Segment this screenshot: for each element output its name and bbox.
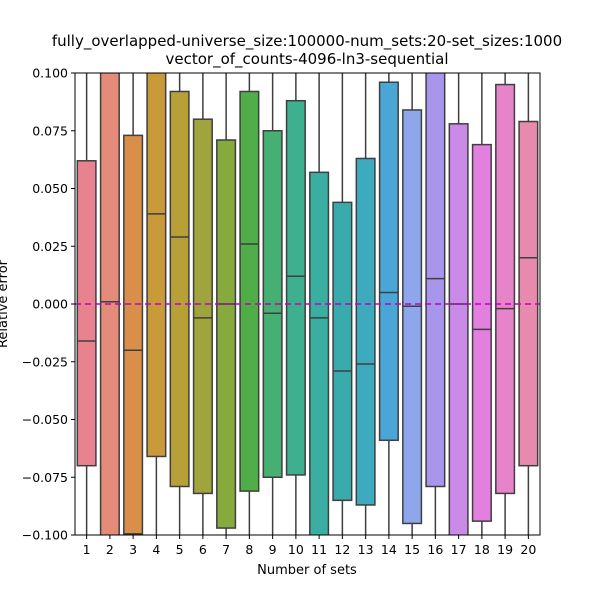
- y-tick-label: −0.025: [22, 354, 68, 369]
- x-tick-label: 2: [106, 542, 114, 557]
- x-tick-label: 8: [245, 542, 253, 557]
- y-tick-label: 0.025: [32, 239, 68, 254]
- box-11: [309, 171, 330, 535]
- x-axis: 1 2 3 4 5 6 7 8 9 10 11 12 13 14 15 16 17 18 19 20: [83, 535, 536, 557]
- x-tick-label: 19: [497, 542, 513, 557]
- x-tick-label: 16: [427, 542, 443, 557]
- box-15: [402, 109, 423, 525]
- x-tick-label: 10: [288, 542, 304, 557]
- x-tick-label: 9: [269, 542, 277, 557]
- box-4: [146, 73, 167, 458]
- x-tick-label: 1: [83, 542, 91, 557]
- box-1: [76, 160, 97, 467]
- box-3: [123, 134, 144, 535]
- y-tick-label: 0.100: [32, 66, 68, 81]
- x-tick-label: 4: [152, 542, 160, 557]
- y-tick-label: 0.075: [32, 123, 68, 138]
- x-axis-label: Number of sets: [257, 563, 357, 578]
- x-tick-label: 7: [222, 542, 230, 557]
- box-12: [332, 201, 353, 502]
- box-5: [169, 90, 190, 488]
- x-tick-label: 20: [520, 542, 536, 557]
- box-20: [518, 120, 539, 467]
- x-tick-label: 18: [474, 542, 490, 557]
- y-tick-label: −0.100: [22, 528, 68, 543]
- box-19: [495, 83, 516, 495]
- y-tick-label: −0.075: [22, 470, 68, 485]
- plot-frame: [74, 72, 541, 536]
- x-tick-label: 17: [451, 542, 467, 557]
- x-tick-label: 14: [381, 542, 397, 557]
- box-16: [425, 73, 446, 488]
- y-axis-label: Relative error: [0, 259, 11, 348]
- box-13: [355, 157, 376, 506]
- x-tick-label: 3: [129, 542, 137, 557]
- box-14: [378, 81, 399, 442]
- box-7: [216, 139, 237, 529]
- box-18: [471, 143, 492, 522]
- y-tick-label: 0.000: [32, 297, 68, 312]
- x-tick-label: 11: [311, 542, 327, 557]
- x-tick-label: 13: [358, 542, 374, 557]
- x-tick-label: 5: [176, 542, 184, 557]
- box-9: [262, 130, 283, 478]
- x-tick-label: 15: [404, 542, 420, 557]
- chart-title-line2: vector_of_counts-4096-ln3-sequential: [165, 50, 448, 69]
- chart-title-line1: fully_overlapped-universe_size:100000-nu…: [52, 32, 562, 51]
- x-tick-label: 12: [334, 542, 350, 557]
- box-6: [192, 118, 213, 495]
- box-17: [448, 123, 469, 535]
- x-tick-label: 6: [199, 542, 207, 557]
- y-tick-label: −0.050: [22, 412, 68, 427]
- y-tick-label: 0.050: [32, 181, 68, 196]
- y-axis: −0.100 −0.075 −0.050 −0.025 0.000 0.025 0.050 0…: [22, 66, 75, 543]
- plot-area: [75, 73, 540, 535]
- box-8: [239, 90, 260, 492]
- box-10: [285, 99, 306, 476]
